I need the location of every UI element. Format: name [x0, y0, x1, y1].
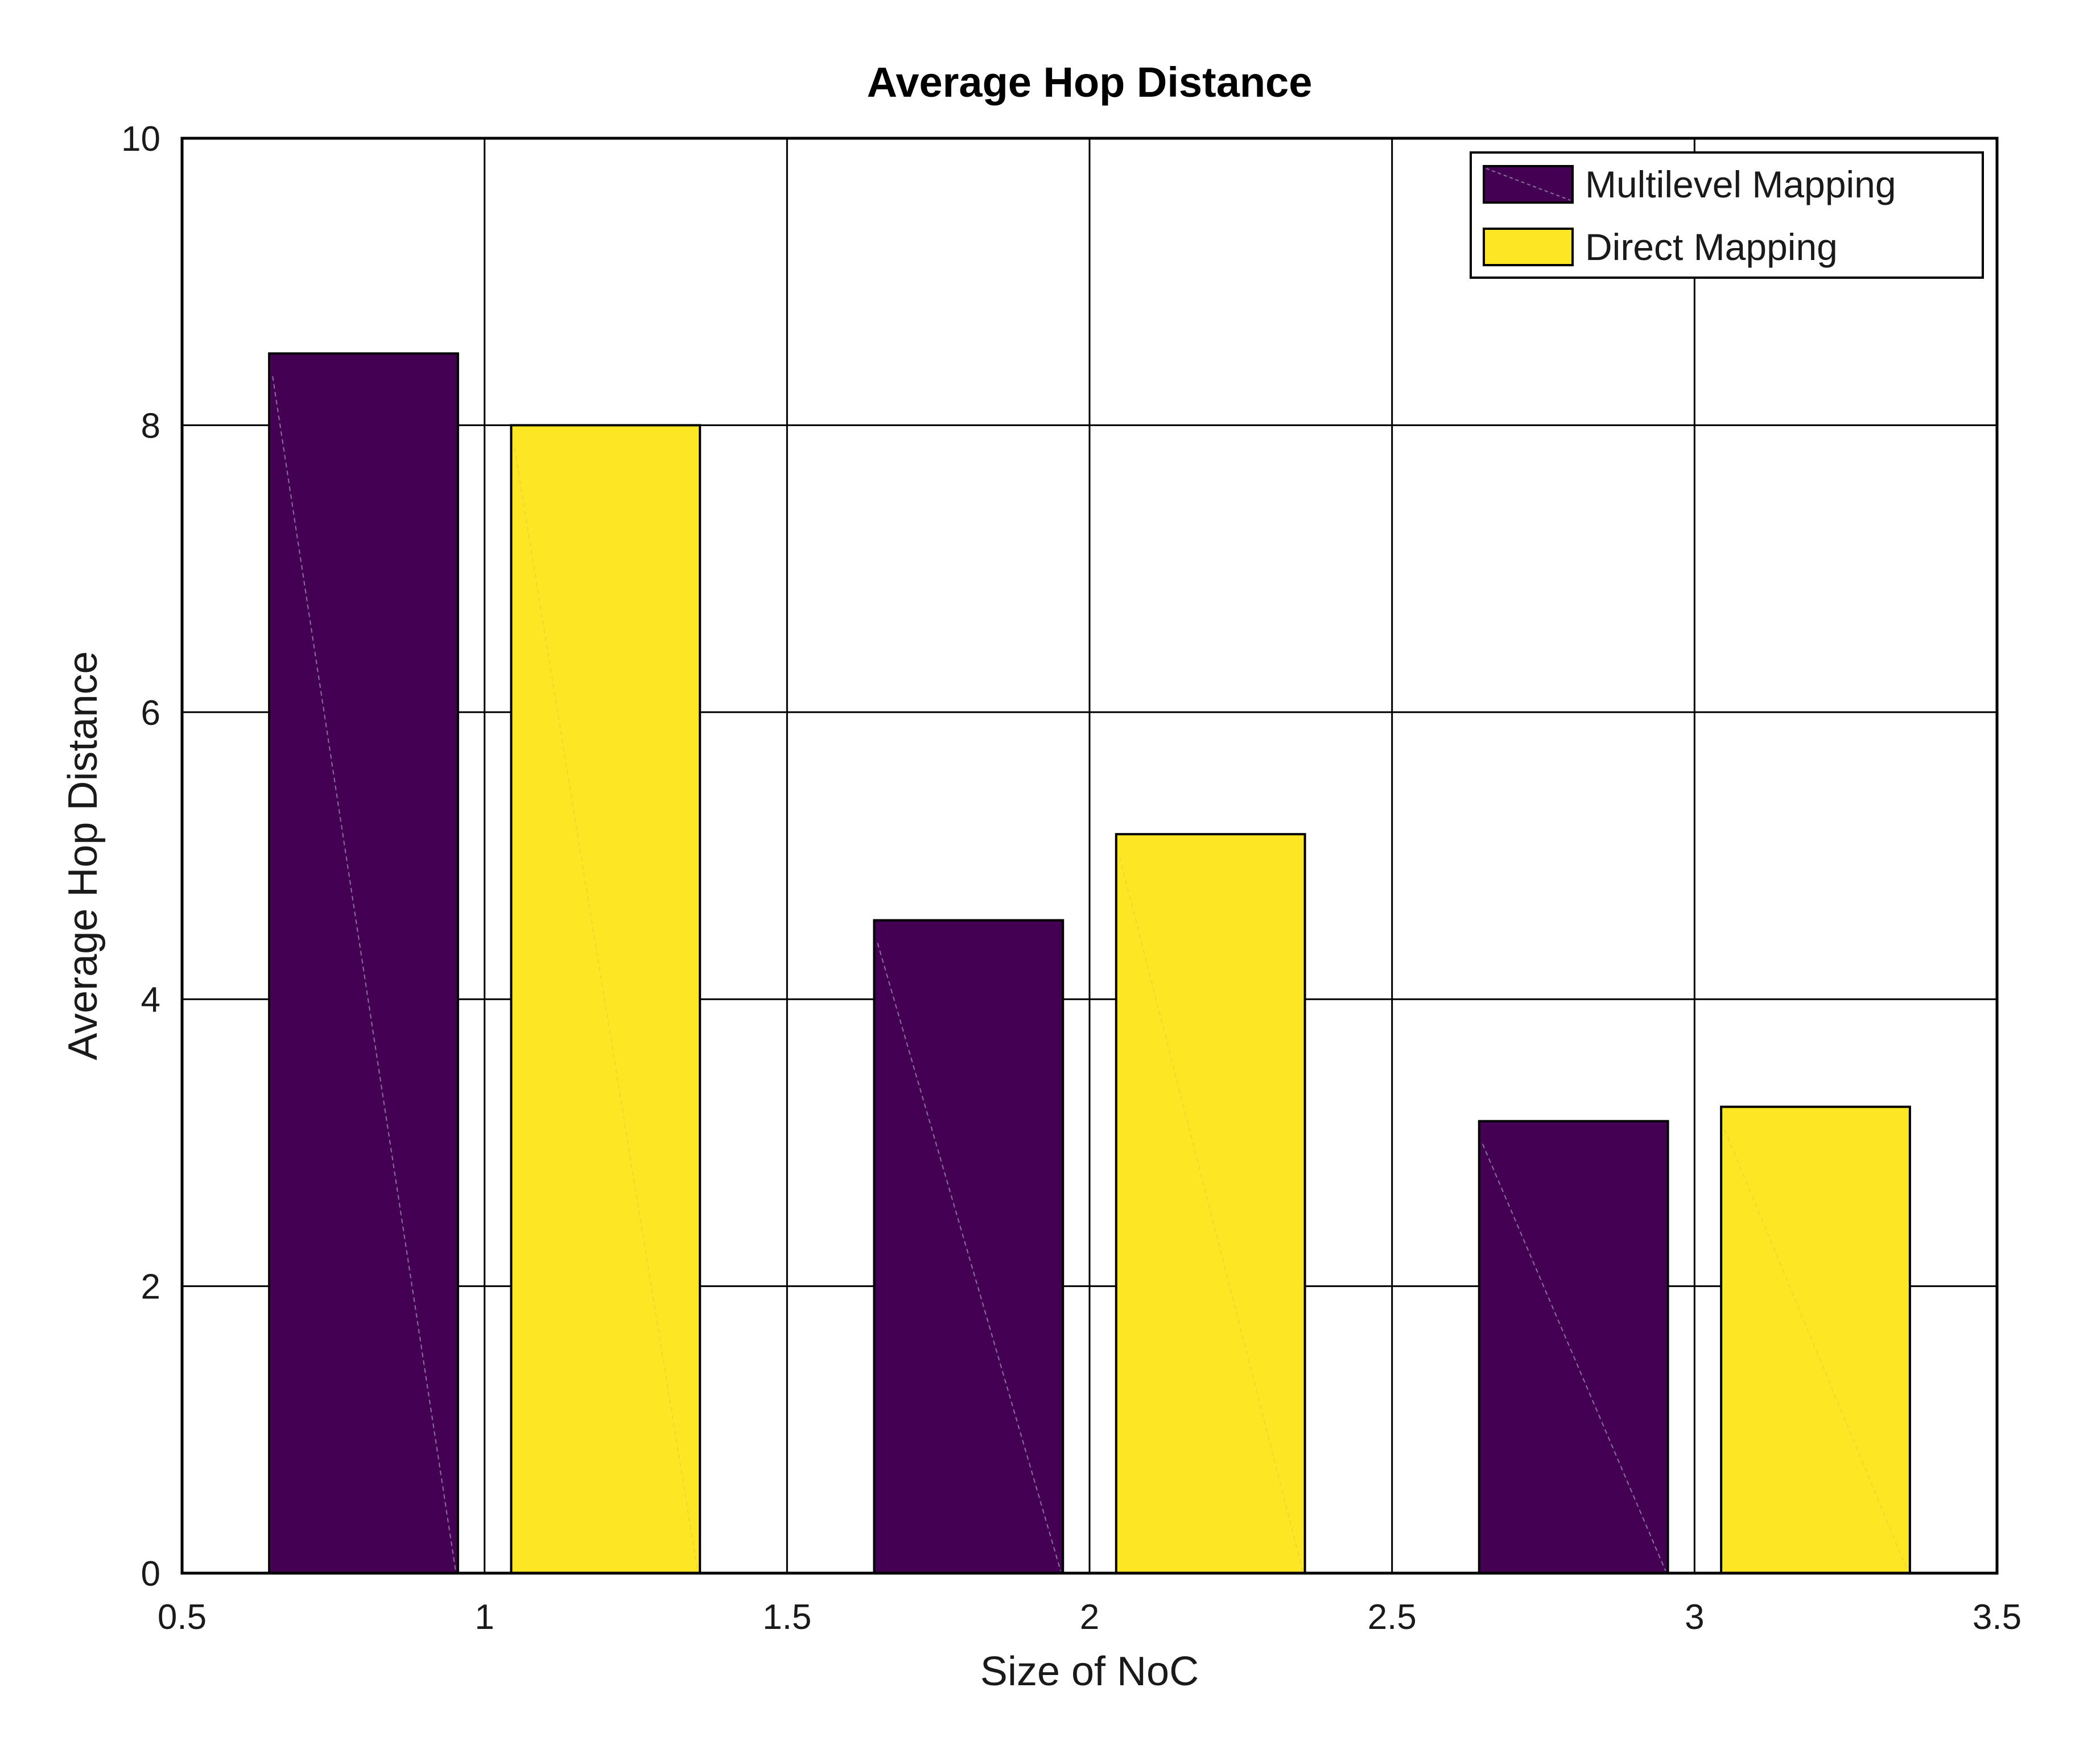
bar-multilevel-mapping [268, 352, 459, 1574]
x-tick-label: 3 [1685, 1598, 1704, 1637]
plot-area-frame [180, 137, 1999, 1575]
bar-direct-mapping [1720, 1105, 1911, 1574]
legend-swatch-pattern [1486, 168, 1571, 201]
y-tick-label: 6 [141, 694, 160, 733]
y-tick-label: 2 [141, 1268, 160, 1307]
x-tick-label: 0.5 [158, 1598, 207, 1637]
bars [268, 352, 1911, 1574]
bar-hatch-line [877, 943, 1062, 1571]
bar-hatch-line [1119, 856, 1303, 1571]
x-axis-label: Size of NoC [980, 1649, 1199, 1694]
legend-swatch-direct-mapping [1483, 228, 1574, 266]
x-tick-label: 1 [475, 1598, 494, 1637]
legend: Multilevel Mapping Direct Mapping [1470, 151, 1984, 279]
x-axis-ticks: 0.5 1 1.5 2 2.5 3 3.5 [158, 1598, 2021, 1637]
legend-label-multilevel-mapping: Multilevel Mapping [1585, 163, 1896, 205]
y-axis-label: Average Hop Distance [60, 651, 106, 1060]
x-tick-label: 1.5 [762, 1598, 811, 1637]
y-tick-label: 8 [141, 406, 160, 445]
bar-multilevel-mapping [873, 919, 1065, 1574]
y-tick-label: 10 [121, 119, 160, 159]
x-tick-label: 2.5 [1368, 1598, 1417, 1637]
y-axis-ticks: 0 2 4 6 8 10 [121, 119, 160, 1594]
bar-direct-mapping [1115, 833, 1306, 1574]
bar-hatch-line [272, 376, 456, 1571]
legend-label-direct-mapping: Direct Mapping [1585, 226, 1838, 268]
bar-hatch-line [1482, 1144, 1666, 1571]
chart-title: Average Hop Distance [867, 59, 1313, 106]
x-tick-label: 3.5 [1973, 1598, 2021, 1637]
y-tick-label: 4 [141, 980, 160, 1020]
bar-hatch-line [514, 448, 699, 1571]
grid-lines [182, 138, 1997, 1573]
y-tick-label: 0 [141, 1554, 160, 1594]
bar-multilevel-mapping [1478, 1120, 1669, 1574]
x-tick-label: 2 [1080, 1598, 1099, 1637]
